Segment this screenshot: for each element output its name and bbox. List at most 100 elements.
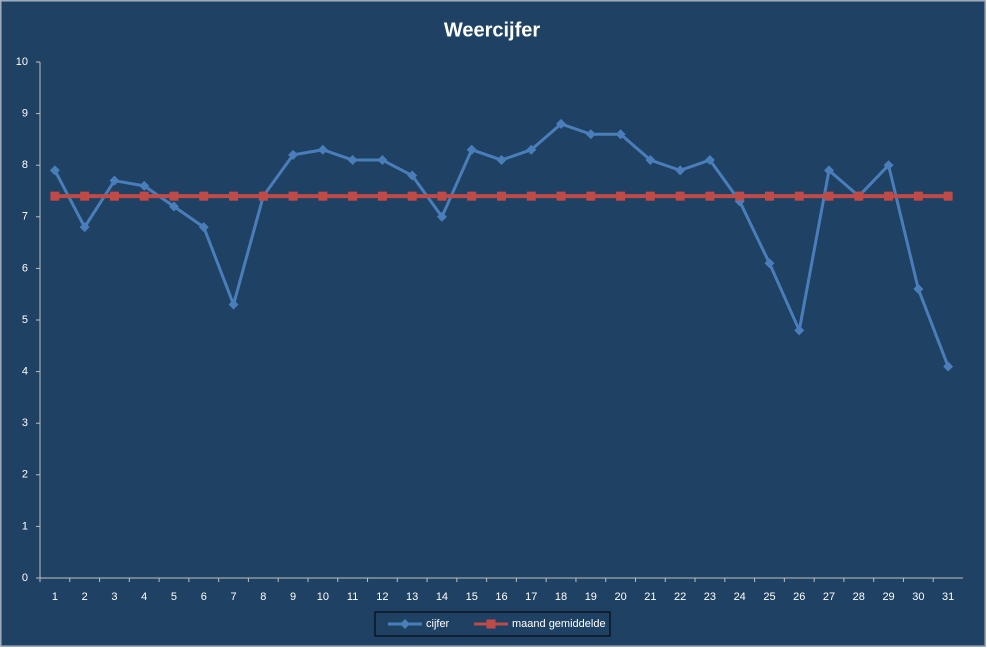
marker (486, 619, 496, 629)
marker (824, 191, 834, 201)
y-tick-label: 0 (22, 572, 28, 584)
marker (199, 191, 209, 201)
marker (645, 191, 655, 201)
marker (943, 361, 954, 372)
y-tick-label: 2 (22, 469, 28, 481)
marker (824, 165, 835, 176)
marker (400, 619, 410, 629)
marker (407, 191, 417, 201)
x-tick-label: 25 (763, 591, 775, 603)
x-tick-label: 2 (82, 591, 88, 603)
x-tick-label: 13 (406, 591, 418, 603)
marker (377, 191, 387, 201)
x-tick-label: 14 (436, 591, 448, 603)
x-tick-label: 16 (495, 591, 507, 603)
marker (585, 129, 596, 140)
legend-label: maand gemiddelde (512, 618, 606, 630)
marker (675, 191, 685, 201)
y-tick-label: 10 (16, 56, 28, 68)
marker (675, 165, 686, 176)
y-tick-label: 4 (22, 366, 28, 378)
marker (347, 155, 358, 166)
marker (139, 180, 150, 191)
x-tick-label: 5 (171, 591, 177, 603)
marker (704, 155, 715, 166)
marker (169, 191, 179, 201)
marker (229, 191, 239, 201)
x-tick-label: 31 (942, 591, 954, 603)
marker (526, 191, 536, 201)
marker (705, 191, 715, 201)
marker (913, 191, 923, 201)
x-tick-label: 20 (614, 591, 626, 603)
marker (377, 155, 388, 166)
x-tick-label: 27 (823, 591, 835, 603)
marker (913, 284, 924, 295)
x-tick-label: 28 (853, 591, 865, 603)
x-tick-label: 22 (674, 591, 686, 603)
marker (49, 165, 60, 176)
y-tick-label: 1 (22, 520, 28, 532)
marker (497, 191, 506, 201)
marker (794, 191, 804, 201)
marker (943, 191, 953, 201)
marker (467, 191, 477, 201)
marker (735, 191, 745, 201)
y-tick-label: 5 (22, 314, 28, 326)
x-tick-label: 21 (644, 591, 656, 603)
marker (228, 299, 239, 310)
marker (794, 325, 805, 336)
marker (615, 129, 626, 140)
marker (109, 175, 120, 186)
marker (109, 191, 119, 201)
marker (854, 191, 864, 201)
x-tick-label: 23 (704, 591, 716, 603)
x-tick-label: 9 (290, 591, 296, 603)
x-tick-label: 12 (376, 591, 388, 603)
x-tick-label: 8 (260, 591, 266, 603)
y-tick-label: 6 (22, 262, 28, 274)
x-tick-label: 1 (52, 591, 58, 603)
marker (437, 191, 447, 201)
marker (436, 211, 447, 222)
x-tick-label: 10 (317, 591, 329, 603)
x-tick-label: 18 (555, 591, 567, 603)
marker (348, 191, 358, 201)
marker (883, 160, 894, 171)
marker (556, 191, 566, 201)
x-tick-label: 26 (793, 591, 805, 603)
x-tick-label: 15 (466, 591, 478, 603)
x-tick-label: 24 (734, 591, 746, 603)
marker (407, 170, 418, 181)
y-tick-label: 3 (22, 417, 28, 429)
x-tick-label: 11 (347, 591, 358, 603)
x-tick-label: 30 (912, 591, 924, 603)
marker (616, 191, 626, 201)
marker (496, 155, 507, 166)
marker (79, 222, 90, 233)
marker (288, 149, 299, 160)
y-tick-label: 7 (22, 211, 28, 223)
x-tick-label: 4 (141, 591, 147, 603)
x-tick-label: 3 (111, 591, 117, 603)
marker (139, 191, 149, 201)
x-tick-label: 7 (230, 591, 236, 603)
marker (50, 191, 60, 201)
marker (556, 118, 567, 129)
x-tick-label: 6 (201, 591, 207, 603)
marker (198, 222, 209, 233)
chart-title: Weercijfer (444, 19, 541, 41)
legend-label: cijfer (426, 618, 450, 630)
marker (645, 155, 656, 166)
marker (80, 191, 90, 201)
marker (168, 201, 179, 212)
y-tick-label: 9 (22, 108, 28, 120)
x-tick-label: 17 (525, 591, 537, 603)
x-tick-label: 29 (882, 591, 894, 603)
marker (318, 191, 328, 201)
marker (764, 258, 775, 269)
marker (586, 191, 596, 201)
x-tick-label: 19 (585, 591, 597, 603)
